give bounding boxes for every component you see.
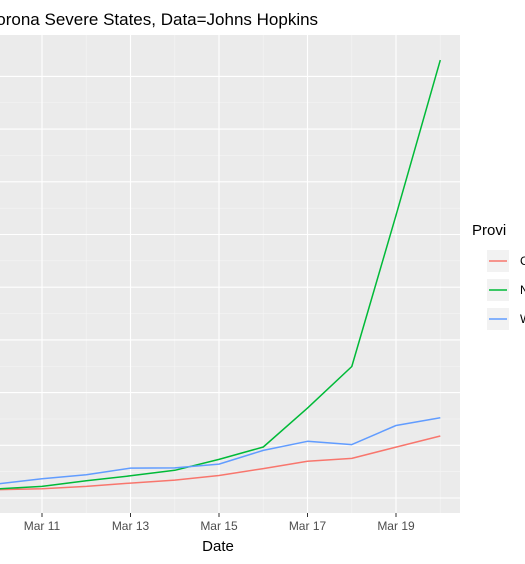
x-tick-label: Mar 11 (24, 519, 61, 533)
x-tick-label: Mar 19 (377, 519, 415, 533)
series-lines (0, 59, 442, 491)
legend-label: C (520, 254, 525, 268)
legend-items: C N W (487, 250, 525, 330)
series-line-w (0, 416, 441, 485)
x-tick-label: Mar 17 (289, 519, 327, 533)
x-tick-label: Mar 15 (200, 519, 238, 533)
major-gridlines (0, 35, 460, 513)
x-tick-label: Mar 13 (112, 519, 150, 533)
minor-gridlines (0, 35, 460, 513)
x-axis: Mar 11 Mar 13 Mar 15 Mar 17 Mar 19 (24, 513, 415, 533)
series-line-c (0, 435, 441, 491)
x-axis-title: Date (202, 538, 234, 555)
series-line-n (0, 59, 442, 490)
chart-title: Corona Severe States, Data=Johns Hopkins (0, 10, 318, 29)
legend: Provi C N W (472, 222, 525, 330)
legend-label: W (520, 312, 525, 326)
plot-panel (0, 35, 460, 513)
legend-title: Provi (472, 222, 506, 239)
legend-label: N (520, 283, 525, 297)
